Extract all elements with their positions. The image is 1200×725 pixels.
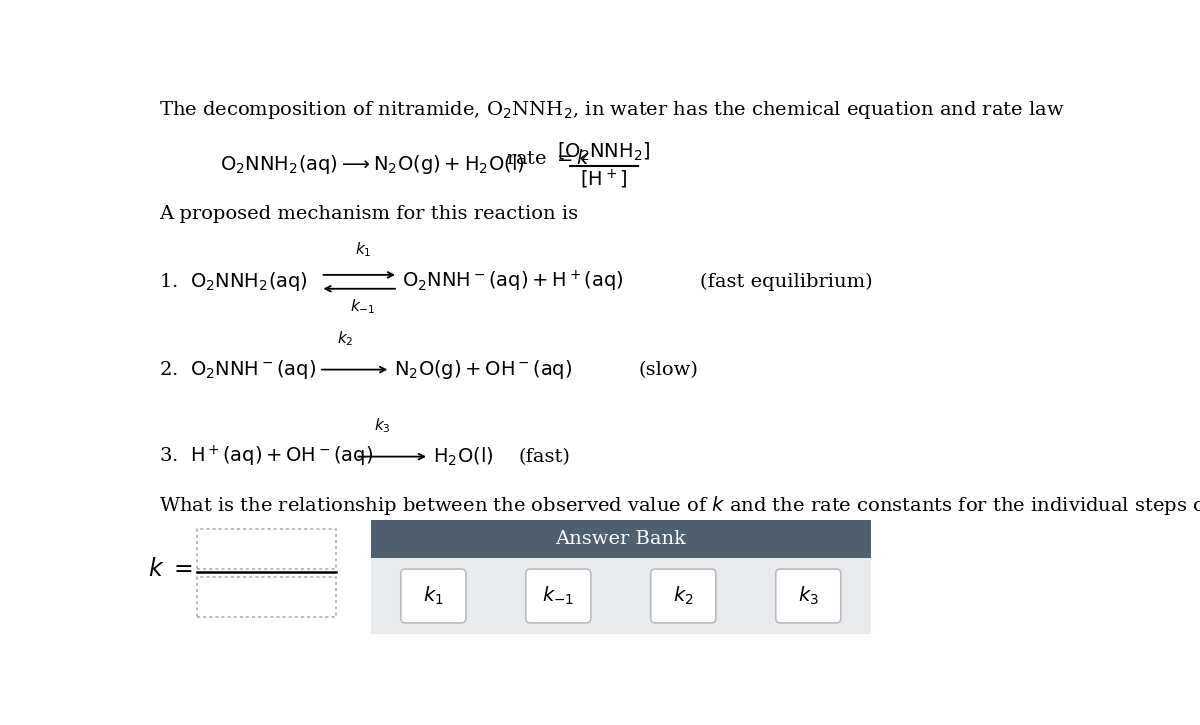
Text: (fast equilibrium): (fast equilibrium): [701, 273, 872, 291]
Text: $k_3$: $k_3$: [798, 585, 818, 607]
Text: A proposed mechanism for this reaction is: A proposed mechanism for this reaction i…: [160, 205, 578, 223]
Text: rate $= k$: rate $= k$: [506, 149, 590, 168]
Text: $k_{-1}$: $k_{-1}$: [350, 297, 376, 316]
Text: $\mathrm{O_2NNH^-(aq) + H^+(aq)}$: $\mathrm{O_2NNH^-(aq) + H^+(aq)}$: [402, 269, 624, 294]
Text: $k_1$: $k_1$: [355, 240, 372, 259]
Text: 2.  $\mathrm{O_2NNH^-(aq)}$: 2. $\mathrm{O_2NNH^-(aq)}$: [160, 358, 317, 381]
FancyBboxPatch shape: [526, 569, 590, 623]
Text: $\mathrm{O_2NNH_2(aq) \longrightarrow N_2O(g) + H_2O(l)}$: $\mathrm{O_2NNH_2(aq) \longrightarrow N_…: [220, 152, 524, 175]
Text: 1.  $\mathrm{O_2NNH_2(aq)}$: 1. $\mathrm{O_2NNH_2(aq)}$: [160, 270, 308, 294]
Text: $k\,$ =: $k\,$ =: [149, 558, 193, 581]
Text: Answer Bank: Answer Bank: [556, 530, 686, 548]
Text: $k_2$: $k_2$: [337, 329, 354, 348]
FancyBboxPatch shape: [371, 520, 871, 558]
Text: What is the relationship between the observed value of $k$ and the rate constant: What is the relationship between the obs…: [160, 494, 1200, 517]
FancyBboxPatch shape: [197, 529, 336, 569]
Text: (slow): (slow): [638, 360, 698, 378]
Text: $k_1$: $k_1$: [424, 585, 444, 607]
Text: $k_3$: $k_3$: [374, 416, 391, 435]
FancyBboxPatch shape: [775, 569, 841, 623]
Text: The decomposition of nitramide, O$_2$NNH$_2$, in water has the chemical equation: The decomposition of nitramide, O$_2$NNH…: [160, 99, 1064, 120]
Text: $\mathrm{[O_2NNH_2]}$: $\mathrm{[O_2NNH_2]}$: [557, 141, 650, 163]
Text: (fast): (fast): [518, 447, 570, 465]
Text: $k_2$: $k_2$: [673, 585, 694, 607]
Text: 3.  $\mathrm{H^+(aq) + OH^-(aq)}$: 3. $\mathrm{H^+(aq) + OH^-(aq)}$: [160, 444, 373, 469]
FancyBboxPatch shape: [371, 558, 871, 634]
FancyBboxPatch shape: [650, 569, 716, 623]
Text: $\mathrm{[H^+]}$: $\mathrm{[H^+]}$: [581, 168, 628, 191]
Text: $k_{-1}$: $k_{-1}$: [542, 585, 575, 607]
Text: $\mathrm{N_2O(g) + OH^-(aq)}$: $\mathrm{N_2O(g) + OH^-(aq)}$: [394, 358, 572, 381]
Text: $\mathrm{H_2O(l)}$: $\mathrm{H_2O(l)}$: [433, 445, 493, 468]
FancyBboxPatch shape: [197, 576, 336, 617]
FancyBboxPatch shape: [401, 569, 466, 623]
